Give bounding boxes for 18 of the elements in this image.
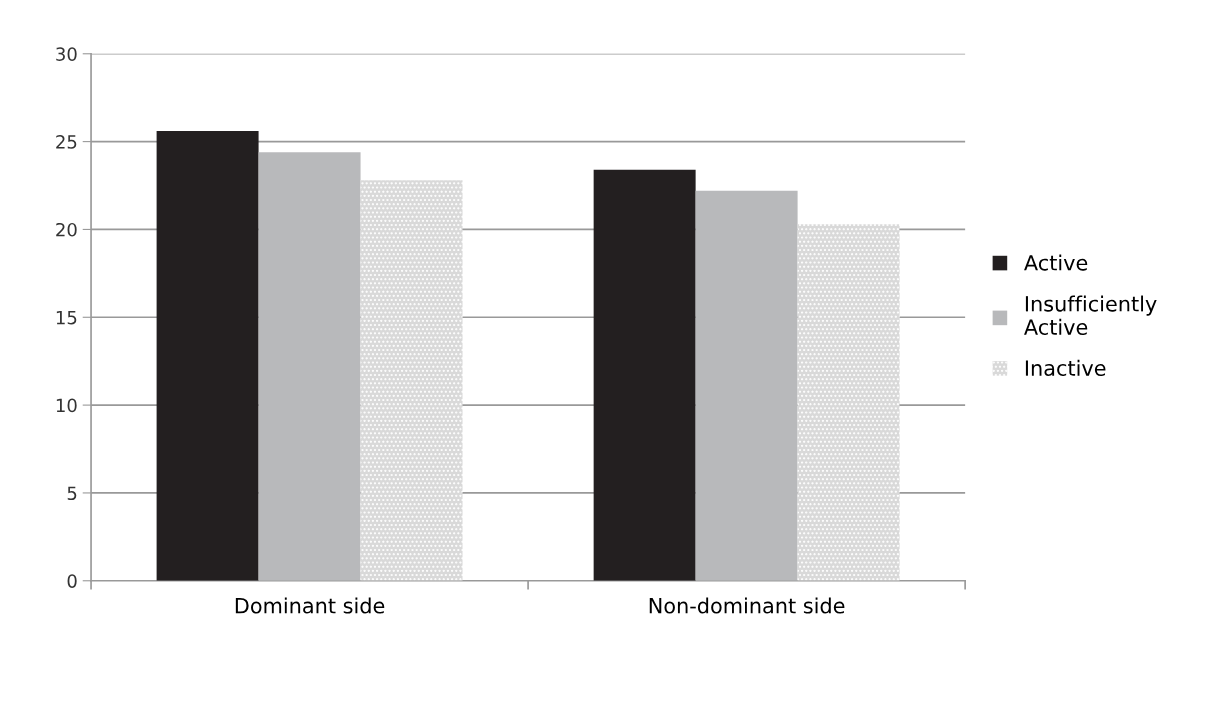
bar: [156, 131, 259, 581]
bar: [258, 152, 361, 581]
y-tick-label: 30: [56, 47, 77, 61]
legend-label: Insufficiently Active: [1024, 295, 1157, 335]
bar: [695, 190, 798, 581]
y-tick-label: 0: [67, 574, 77, 588]
bar: [797, 224, 900, 581]
x-tick-label: Non-dominant side: [649, 597, 845, 614]
y-tick-label: 20: [56, 222, 77, 237]
bar: [360, 180, 463, 581]
bar: [593, 169, 696, 581]
y-tick-label: 15: [56, 310, 77, 325]
y-tick-label: 10: [56, 398, 77, 413]
y-tick-label: 5: [67, 486, 77, 501]
legend-label: Inactive: [1025, 359, 1106, 376]
legend-label: Active: [1024, 254, 1088, 271]
x-tick-label: Dominant side: [235, 597, 385, 614]
y-tick-label: 25: [56, 135, 77, 149]
